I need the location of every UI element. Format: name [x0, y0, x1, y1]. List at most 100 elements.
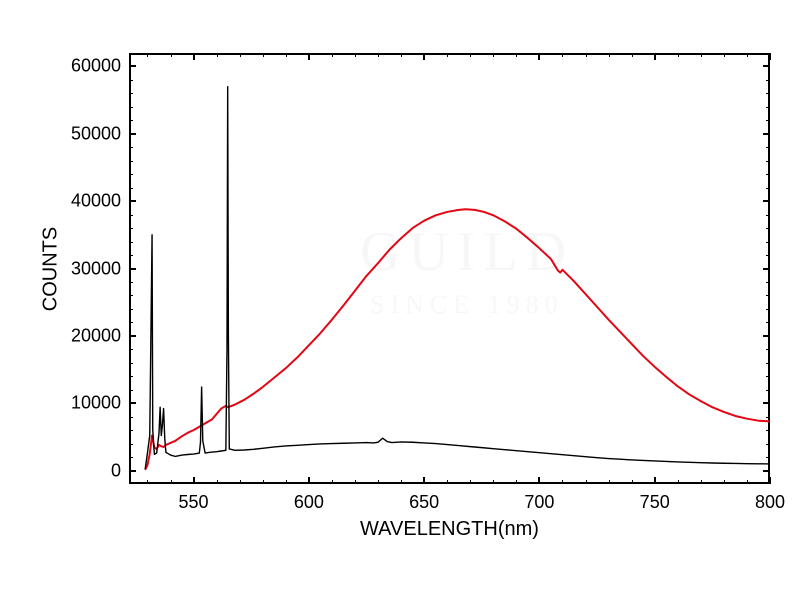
x-minor-tick — [701, 53, 702, 57]
y-minor-tick — [129, 255, 133, 256]
y-minor-tick — [129, 107, 133, 108]
x-minor-tick — [586, 53, 587, 57]
x-tick — [538, 53, 540, 60]
y-axis-label: COUNTS — [40, 226, 63, 310]
y-tick — [129, 65, 136, 67]
x-minor-tick — [747, 53, 748, 57]
x-minor-tick — [378, 53, 379, 57]
y-minor-tick — [766, 363, 770, 364]
x-tick-label: 750 — [640, 492, 670, 513]
y-minor-tick — [129, 322, 133, 323]
x-minor-tick — [609, 53, 610, 57]
y-tick — [763, 200, 770, 202]
x-minor-tick — [724, 480, 725, 484]
y-minor-tick — [129, 174, 133, 175]
x-minor-tick — [447, 53, 448, 57]
y-tick — [129, 335, 136, 337]
x-minor-tick — [516, 480, 517, 484]
x-minor-tick — [747, 480, 748, 484]
x-tick — [769, 53, 771, 60]
x-tick — [538, 477, 540, 484]
y-minor-tick — [766, 147, 770, 148]
x-minor-tick — [378, 480, 379, 484]
x-minor-tick — [286, 480, 287, 484]
y-minor-tick — [766, 444, 770, 445]
y-tick — [763, 402, 770, 404]
y-minor-tick — [766, 295, 770, 296]
y-minor-tick — [129, 309, 133, 310]
x-tick — [654, 477, 656, 484]
y-minor-tick — [129, 147, 133, 148]
y-tick-label: 0 — [111, 460, 121, 481]
y-tick — [129, 133, 136, 135]
x-minor-tick — [562, 53, 563, 57]
y-minor-tick — [766, 80, 770, 81]
x-minor-tick — [562, 480, 563, 484]
x-minor-tick — [217, 480, 218, 484]
y-minor-tick — [129, 417, 133, 418]
y-minor-tick — [766, 242, 770, 243]
x-minor-tick — [240, 480, 241, 484]
x-minor-tick — [701, 480, 702, 484]
x-minor-tick — [493, 53, 494, 57]
y-minor-tick — [129, 390, 133, 391]
y-minor-tick — [766, 457, 770, 458]
y-tick-label: 30000 — [71, 258, 121, 279]
x-minor-tick — [516, 53, 517, 57]
x-tick — [308, 53, 310, 60]
y-minor-tick — [766, 161, 770, 162]
x-axis-label: WAVELENGTH(nm) — [360, 518, 539, 541]
y-tick-label: 10000 — [71, 393, 121, 414]
x-tick-label: 600 — [294, 492, 324, 513]
y-minor-tick — [766, 282, 770, 283]
y-minor-tick — [766, 174, 770, 175]
y-minor-tick — [766, 228, 770, 229]
y-minor-tick — [766, 349, 770, 350]
y-tick — [763, 133, 770, 135]
y-minor-tick — [129, 93, 133, 94]
x-minor-tick — [493, 480, 494, 484]
x-tick — [193, 53, 195, 60]
y-minor-tick — [766, 188, 770, 189]
y-minor-tick — [766, 120, 770, 121]
x-tick — [654, 53, 656, 60]
x-minor-tick — [263, 53, 264, 57]
x-minor-tick — [470, 480, 471, 484]
x-minor-tick — [240, 53, 241, 57]
y-minor-tick — [129, 430, 133, 431]
x-tick — [193, 477, 195, 484]
y-tick — [129, 200, 136, 202]
x-minor-tick — [332, 480, 333, 484]
y-minor-tick — [766, 93, 770, 94]
y-tick — [763, 335, 770, 337]
x-minor-tick — [586, 480, 587, 484]
x-minor-tick — [470, 53, 471, 57]
x-minor-tick — [632, 480, 633, 484]
y-tick-label: 60000 — [71, 56, 121, 77]
y-minor-tick — [129, 228, 133, 229]
black-curve — [145, 87, 770, 470]
x-minor-tick — [447, 480, 448, 484]
red-curve — [145, 209, 770, 470]
y-tick — [763, 470, 770, 472]
y-tick-label: 50000 — [71, 123, 121, 144]
y-minor-tick — [766, 390, 770, 391]
x-minor-tick — [217, 53, 218, 57]
x-minor-tick — [147, 53, 148, 57]
y-minor-tick — [129, 349, 133, 350]
y-minor-tick — [766, 107, 770, 108]
x-minor-tick — [263, 480, 264, 484]
y-minor-tick — [766, 309, 770, 310]
x-minor-tick — [609, 480, 610, 484]
chart-lines — [0, 0, 800, 600]
x-minor-tick — [401, 53, 402, 57]
y-minor-tick — [129, 376, 133, 377]
y-minor-tick — [129, 295, 133, 296]
y-tick-label: 20000 — [71, 325, 121, 346]
y-minor-tick — [129, 457, 133, 458]
y-minor-tick — [129, 80, 133, 81]
y-minor-tick — [766, 430, 770, 431]
y-minor-tick — [129, 444, 133, 445]
y-minor-tick — [766, 215, 770, 216]
x-minor-tick — [171, 480, 172, 484]
